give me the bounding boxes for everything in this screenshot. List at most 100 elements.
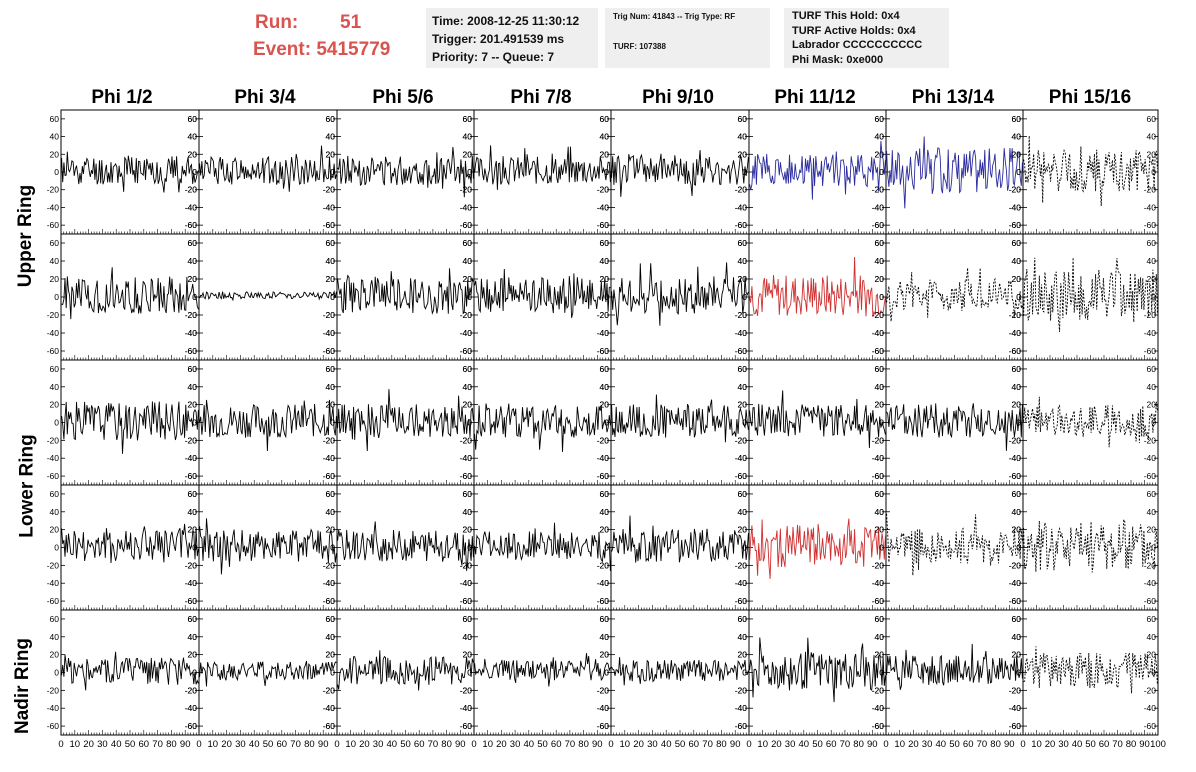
x-tick-label: 90 [318, 739, 329, 750]
y-tick-label: -20 [872, 185, 885, 195]
y-tick-label: 0 [192, 668, 197, 678]
y-tick-label-right: 20 [600, 650, 610, 660]
y-tick-label: -20 [460, 310, 473, 320]
y-tick-label-right: 20 [463, 525, 473, 535]
y-tick-label: 0 [467, 167, 472, 177]
y-tick-label: -20 [323, 435, 336, 445]
y-tick-label: 0 [192, 418, 197, 428]
y-tick-label: -60 [185, 596, 198, 606]
y-tick-label: -20 [597, 435, 610, 445]
y-tick-label: 40 [463, 632, 473, 642]
waveform-trace [474, 653, 611, 687]
y-tick-label-right: 0 [330, 292, 335, 302]
y-tick-label-right: 40 [1012, 507, 1022, 517]
y-tick-label-right: 0 [742, 418, 747, 428]
y-tick-label-right: -60 [735, 471, 748, 481]
x-tick-label: 90 [1004, 739, 1015, 750]
y-tick-label: 0 [604, 668, 609, 678]
y-tick-label: 40 [326, 632, 336, 642]
y-tick-label: -20 [47, 435, 60, 445]
y-tick-label-right: -20 [323, 185, 336, 195]
y-tick-label-right: 40 [738, 507, 748, 517]
y-tick-label-right: -40 [1009, 328, 1022, 338]
waveform-trace [886, 403, 1023, 451]
y-tick-label-right: 60 [1012, 114, 1022, 124]
y-tick-label: 60 [738, 238, 748, 248]
x-tick-label: 60 [139, 739, 150, 750]
x-tick-label: 60 [689, 739, 700, 750]
y-tick-label-right: -60 [872, 220, 885, 230]
y-tick-label: -60 [735, 596, 748, 606]
y-tick-label-right: 20 [463, 400, 473, 410]
y-tick-label-right: 20 [738, 525, 748, 535]
y-tick-label-right: -60 [1009, 721, 1022, 731]
waveform-trace [1023, 135, 1158, 207]
y-tick-label-right: 20 [1012, 400, 1022, 410]
y-tick-label: -20 [1009, 685, 1022, 695]
y-tick-label: 60 [463, 489, 473, 499]
y-tick-label-right: 40 [326, 507, 336, 517]
y-tick-label-right: 60 [463, 614, 473, 624]
y-tick-label-right: 0 [467, 418, 472, 428]
y-tick-label-right: 40 [738, 132, 748, 142]
y-tick-label: 60 [600, 238, 610, 248]
y-tick-label: 40 [1012, 132, 1022, 142]
waveform-trace [474, 268, 611, 318]
y-tick-label-right: 40 [738, 256, 748, 266]
y-tick-label: -40 [872, 703, 885, 713]
y-tick-label-right: 60 [1012, 238, 1022, 248]
waveform-trace [474, 145, 611, 190]
y-tick-label: -60 [323, 220, 336, 230]
y-tick-label: -40 [47, 202, 60, 212]
event-label-text: Event: [253, 39, 312, 60]
waveform-trace [337, 146, 474, 198]
y-tick-label-right: -40 [323, 703, 336, 713]
y-tick-label-right: -60 [735, 220, 748, 230]
y-tick-label-right: 20 [188, 650, 198, 660]
y-tick-label-right: -60 [185, 721, 198, 731]
y-tick-label: -20 [185, 310, 198, 320]
y-tick-label-right: 20 [1147, 650, 1157, 660]
y-tick-label-right: 40 [463, 507, 473, 517]
y-tick-label: -60 [460, 346, 473, 356]
waveform-trace [611, 394, 749, 443]
y-tick-label: -60 [323, 471, 336, 481]
y-tick-label: -40 [185, 328, 198, 338]
y-tick-label-right: 60 [463, 489, 473, 499]
x-tick-label: 80 [441, 739, 452, 750]
y-tick-label: 20 [188, 274, 198, 284]
y-tick-label-right: -60 [735, 721, 748, 731]
y-tick-label: 0 [1016, 418, 1021, 428]
y-tick-label: 0 [54, 668, 59, 678]
y-tick-label: 0 [54, 292, 59, 302]
priority-line: Priority: 7 -- Queue: 7 [432, 50, 555, 64]
y-tick-label-right: 60 [600, 614, 610, 624]
x-tick-label: 10 [757, 739, 768, 750]
y-tick-label-right: 0 [742, 292, 747, 302]
y-tick-label-right: -60 [872, 596, 885, 606]
y-tick-label-right: -20 [1144, 185, 1157, 195]
y-tick-label-right: 20 [600, 525, 610, 535]
event-label: Event: 5415779 [253, 39, 390, 61]
y-tick-label: -40 [47, 328, 60, 338]
y-tick-label: 40 [188, 132, 198, 142]
y-tick-label: 60 [738, 489, 748, 499]
y-tick-label-right: 60 [326, 364, 336, 374]
waveform-trace [1023, 396, 1158, 448]
y-tick-label: -40 [735, 453, 748, 463]
x-tick-label: 50 [400, 739, 411, 750]
y-tick-label: -40 [185, 703, 198, 713]
y-tick-label-right: -20 [185, 435, 198, 445]
y-tick-label-right: 0 [1016, 167, 1021, 177]
y-tick-label-right: 20 [1147, 525, 1157, 535]
y-tick-label-right: 60 [326, 238, 336, 248]
y-tick-label: 60 [1012, 364, 1022, 374]
y-tick-label: 20 [326, 400, 336, 410]
y-tick-label: 0 [330, 418, 335, 428]
y-tick-label-right: -60 [460, 596, 473, 606]
y-tick-label-right: 60 [188, 614, 198, 624]
y-tick-label: -60 [1009, 220, 1022, 230]
y-tick-label-right: -40 [597, 578, 610, 588]
y-tick-label-right: -20 [872, 310, 885, 320]
